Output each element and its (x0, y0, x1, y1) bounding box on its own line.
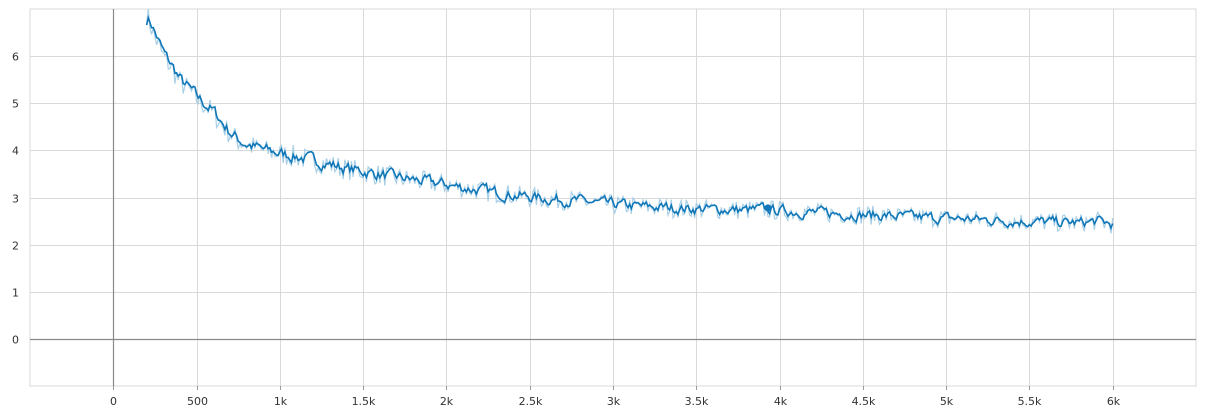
y-tick-label: 2 (12, 240, 19, 253)
x-tick-label: 4k (774, 395, 788, 408)
x-tick-label: 5k (940, 395, 954, 408)
raw-series-line (146, 8, 1114, 234)
y-tick-label: 4 (12, 145, 19, 158)
x-tick-label: 2.5k (519, 395, 543, 408)
x-tick-label: 6k (1107, 395, 1121, 408)
y-tick-label: 3 (12, 193, 19, 206)
y-tick-label: 5 (12, 98, 19, 111)
x-tick-label: 500 (187, 395, 208, 408)
x-tick-label: 3k (607, 395, 621, 408)
smoothed-series-line (145, 14, 1114, 231)
y-tick-label: 1 (12, 287, 19, 300)
x-tick-label: 0 (110, 395, 117, 408)
x-tick-label: 4.5k (852, 395, 876, 408)
x-tick-label: 1k (274, 395, 288, 408)
y-tick-label: 6 (12, 51, 19, 64)
x-tick-label: 5.5k (1018, 395, 1042, 408)
highlight-point (764, 204, 772, 212)
axes (30, 9, 1196, 390)
x-tick-label: 2k (440, 395, 454, 408)
x-tick-label: 3.5k (685, 395, 709, 408)
y-tick-label: 0 (12, 334, 19, 347)
grid-lines (29, 8, 1197, 387)
tick-labels: 0 500 1k 1.5k 2k 2.5k 3k 3.5k 4k 4.5k 5k 5.5k 6k 0 1 2 3… (12, 51, 1121, 409)
x-tick-label: 1.5k (352, 395, 376, 408)
series-group (145, 8, 1114, 234)
